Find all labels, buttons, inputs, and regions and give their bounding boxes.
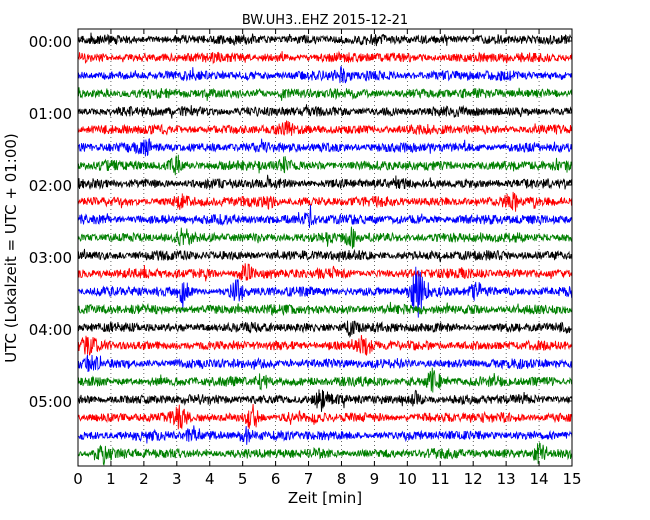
y-axis-label: UTC (Lokalzeit = UTC + 01:00) [2, 133, 20, 363]
y-tick-label: 05:00 [29, 393, 72, 411]
seismic-trace [77, 138, 573, 157]
x-tick-label: 12 [464, 470, 483, 488]
seismic-trace [77, 248, 573, 263]
y-tick-label: 03:00 [29, 249, 72, 267]
seismic-trace [77, 226, 573, 249]
seismic-trace [77, 354, 573, 373]
x-tick-label: 11 [431, 470, 450, 488]
seismic-trace [77, 442, 573, 466]
traces [77, 32, 573, 466]
seismic-trace [77, 174, 573, 191]
x-tick-label: 13 [497, 470, 516, 488]
x-tick-label: 7 [304, 470, 314, 488]
seismic-trace [77, 104, 573, 119]
x-tick-label: 8 [337, 470, 347, 488]
y-tick-label: 01:00 [29, 105, 72, 123]
y-tick-label: 02:00 [29, 177, 72, 195]
seismic-trace [77, 66, 573, 84]
seismic-trace [77, 403, 573, 430]
seismic-trace [77, 120, 573, 137]
seismic-trace [77, 87, 573, 101]
seismic-trace [77, 204, 573, 228]
x-tick-label: 10 [398, 470, 417, 488]
plot-frame [77, 28, 573, 467]
seismic-trace [77, 263, 573, 282]
seismic-trace [77, 389, 573, 412]
x-tick-label: 14 [530, 470, 549, 488]
seismic-trace [77, 425, 573, 445]
x-tick-label: 6 [271, 470, 281, 488]
y-tick-label: 00:00 [29, 33, 72, 51]
x-tick-label: 15 [562, 470, 581, 488]
seismic-trace [77, 367, 573, 393]
seismic-trace [77, 266, 573, 318]
chart-title: BW.UH3..EHZ 2015-12-21 [242, 13, 408, 28]
x-tick-label: 2 [139, 470, 149, 488]
y-tick-label: 04:00 [29, 321, 72, 339]
seismic-trace [77, 154, 573, 176]
seismic-trace [77, 301, 573, 317]
seismic-trace [77, 191, 573, 212]
seismic-trace [77, 32, 573, 47]
x-axis-label: Zeit [min] [288, 489, 362, 507]
x-tick-label: 3 [172, 470, 182, 488]
seismic-trace [77, 320, 573, 338]
x-tick-label: 5 [238, 470, 248, 488]
x-tick-label: 9 [370, 470, 380, 488]
x-tick-label: 4 [205, 470, 215, 488]
seismic-trace [77, 50, 573, 65]
x-tick-label: 1 [106, 470, 116, 488]
x-tick-label: 0 [73, 470, 83, 488]
seismic-trace [77, 334, 573, 357]
